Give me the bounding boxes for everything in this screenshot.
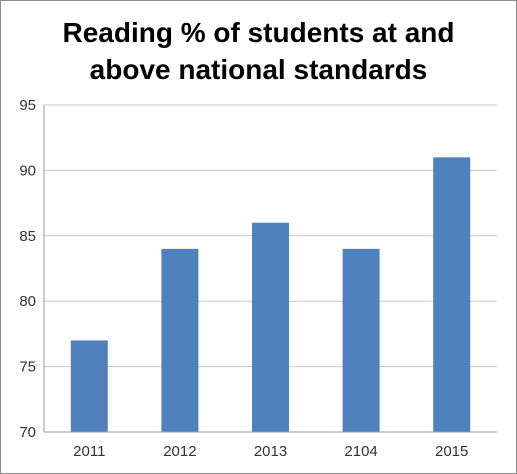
x-tick-label: 2015 — [435, 443, 468, 460]
x-tick-label: 2104 — [344, 443, 377, 460]
chart-title-line-1: Reading % of students at and — [62, 17, 455, 48]
y-tick-label: 90 — [19, 162, 36, 179]
y-tick-label: 85 — [19, 228, 36, 245]
bar-2012 — [161, 248, 199, 432]
x-tick-label: 2011 — [73, 443, 105, 460]
y-tick-label: 70 — [19, 424, 36, 441]
bar-2011 — [70, 340, 108, 432]
chart-title-line-2: above national standards — [89, 54, 428, 85]
y-tick-label: 95 — [19, 97, 36, 114]
bar-2104 — [342, 248, 380, 432]
chart-title: Reading % of students at and above natio… — [0, 14, 517, 88]
bar-2013 — [252, 222, 289, 432]
x-tick-label: 2013 — [254, 443, 287, 460]
x-tick-label: 2012 — [163, 443, 196, 460]
y-tick-label: 75 — [19, 359, 36, 376]
bar-2015 — [433, 157, 471, 432]
y-tick-label: 80 — [19, 293, 36, 310]
